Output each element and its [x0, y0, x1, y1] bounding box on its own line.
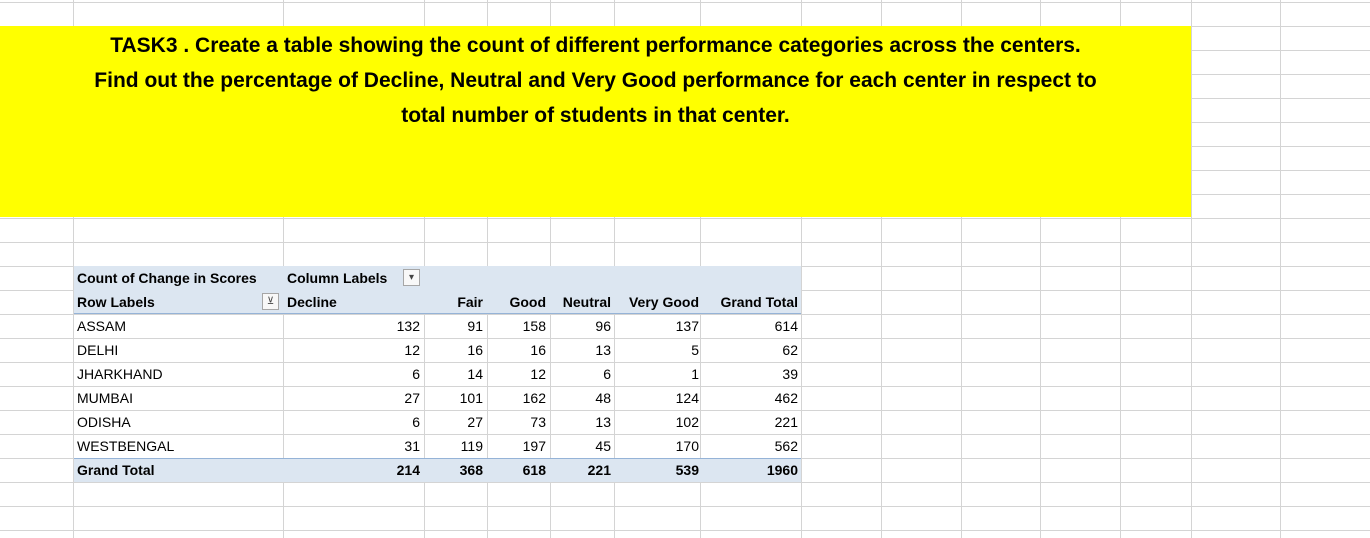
grand-total-decline[interactable]: 214 [396, 462, 420, 478]
column-header-decline[interactable]: Decline [287, 294, 337, 310]
grand-total-neutral[interactable]: 221 [587, 462, 611, 478]
cell-very-good[interactable]: 170 [675, 438, 699, 454]
column-header-good[interactable]: Good [509, 294, 546, 310]
cell-fair[interactable]: 101 [459, 390, 483, 406]
task-line-2: Find out the percentage of Decline, Neut… [94, 69, 1097, 92]
task-line-3: total number of students in that center. [401, 104, 790, 127]
cell-fair[interactable]: 16 [467, 342, 483, 358]
cell-good[interactable]: 197 [522, 438, 546, 454]
grand-total-very-good[interactable]: 539 [675, 462, 699, 478]
cell-grand-total[interactable]: 614 [774, 318, 798, 334]
column-header-fair[interactable]: Fair [457, 294, 483, 310]
cell-neutral[interactable]: 48 [595, 390, 611, 406]
row-label[interactable]: WESTBENGAL [77, 438, 175, 454]
cell-good[interactable]: 16 [530, 342, 546, 358]
cell-decline[interactable]: 12 [404, 342, 420, 358]
column-header-very-good[interactable]: Very Good [628, 294, 699, 310]
cell-good[interactable]: 73 [530, 414, 546, 430]
row-label[interactable]: DELHI [77, 342, 119, 358]
cell-decline[interactable]: 27 [404, 390, 420, 406]
cell-very-good[interactable]: 124 [675, 390, 699, 406]
cell-very-good[interactable]: 5 [691, 342, 699, 358]
pivot-table[interactable]: Count of Change in Scores Column Labels … [74, 266, 801, 484]
row-label[interactable]: ODISHA [77, 414, 131, 430]
cell-very-good[interactable]: 137 [675, 318, 699, 334]
filter-dropdown-icon[interactable]: ⊻ [262, 293, 279, 310]
cell-neutral[interactable]: 6 [603, 366, 611, 382]
grand-total-band [74, 458, 801, 482]
task-banner: TASK3 . Create a table showing the count… [0, 26, 1191, 217]
cell-grand-total[interactable]: 462 [774, 390, 798, 406]
cell-neutral[interactable]: 13 [595, 342, 611, 358]
cell-decline[interactable]: 31 [404, 438, 420, 454]
cell-neutral[interactable]: 13 [595, 414, 611, 430]
cell-good[interactable]: 158 [522, 318, 546, 334]
cell-very-good[interactable]: 102 [675, 414, 699, 430]
cell-decline[interactable]: 132 [396, 318, 420, 334]
pivot-header-band [74, 266, 801, 314]
cell-good[interactable]: 162 [522, 390, 546, 406]
cell-fair[interactable]: 91 [467, 318, 483, 334]
row-label[interactable]: ASSAM [77, 318, 127, 334]
cell-fair[interactable]: 27 [467, 414, 483, 430]
cell-very-good[interactable]: 1 [691, 366, 699, 382]
cell-grand-total[interactable]: 39 [782, 366, 798, 382]
cell-neutral[interactable]: 96 [595, 318, 611, 334]
cell-fair[interactable]: 119 [460, 438, 483, 454]
chevron-down-icon[interactable]: ▾ [403, 269, 420, 286]
pivot-header-separator [74, 313, 801, 314]
row-label[interactable]: MUMBAI [77, 390, 133, 406]
cell-grand-total[interactable]: 62 [782, 342, 798, 358]
cell-decline[interactable]: 6 [412, 414, 420, 430]
cell-decline[interactable]: 6 [412, 366, 420, 382]
pivot-column-labels[interactable]: Column Labels [287, 270, 388, 286]
row-label[interactable]: JHARKHAND [77, 366, 163, 382]
pivot-value-field[interactable]: Count of Change in Scores [77, 270, 257, 286]
cell-fair[interactable]: 14 [467, 366, 483, 382]
grand-total-fair[interactable]: 368 [459, 462, 483, 478]
cell-grand-total[interactable]: 221 [774, 414, 798, 430]
cell-grand-total[interactable]: 562 [774, 438, 798, 454]
grand-total-grand-total[interactable]: 1960 [766, 462, 798, 478]
task-line-1: TASK3 . Create a table showing the count… [110, 34, 1081, 57]
cell-good[interactable]: 12 [530, 366, 546, 382]
grand-total-label[interactable]: Grand Total [77, 462, 155, 478]
column-header-grand-total[interactable]: Grand Total [720, 294, 798, 310]
grand-total-good[interactable]: 618 [522, 462, 546, 478]
cell-neutral[interactable]: 45 [595, 438, 611, 454]
column-header-neutral[interactable]: Neutral [562, 294, 611, 310]
pivot-row-labels[interactable]: Row Labels [77, 294, 155, 310]
